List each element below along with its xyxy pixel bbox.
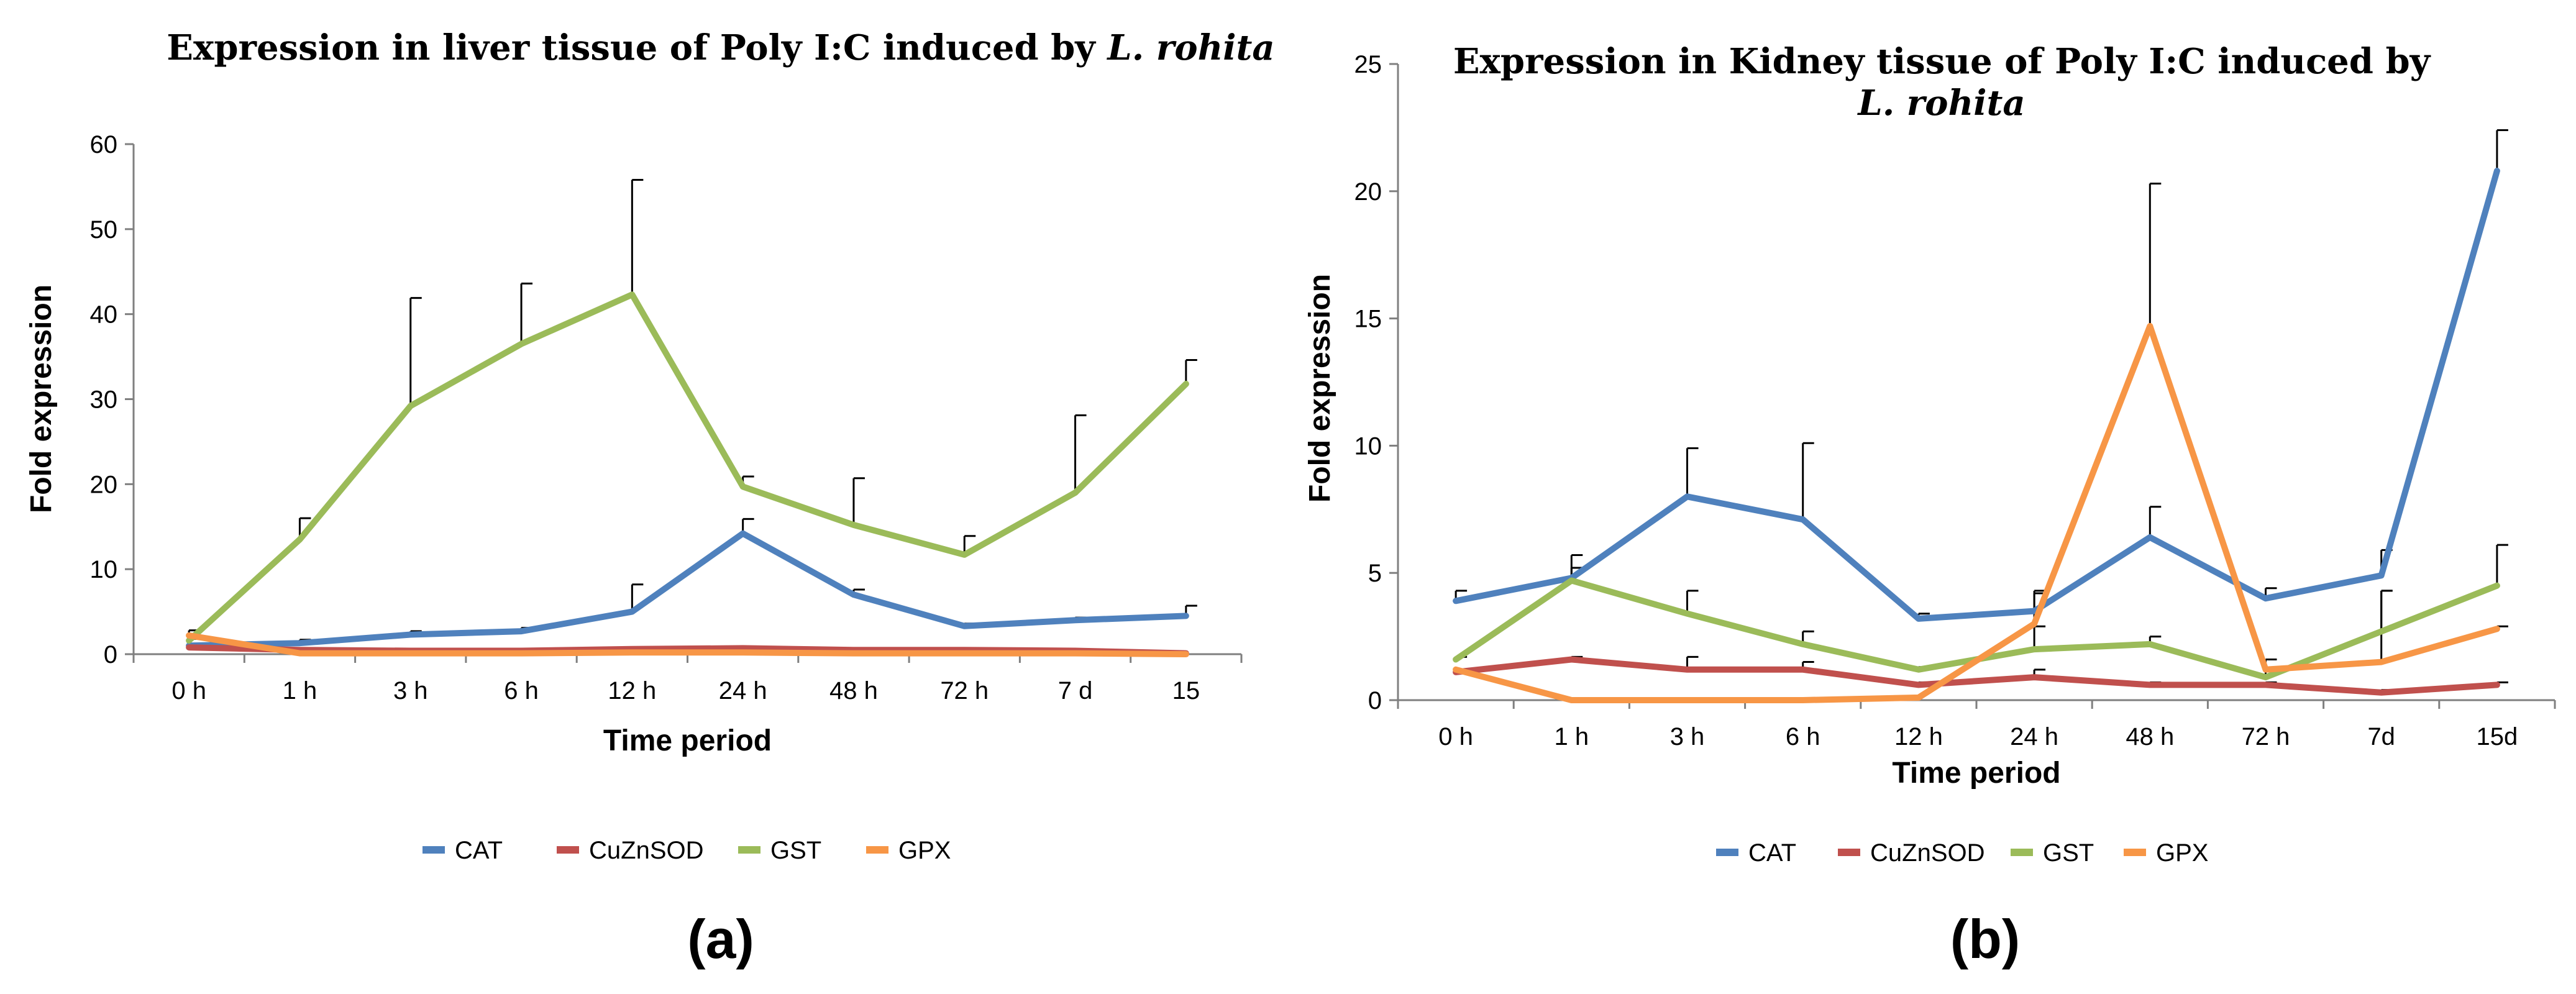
legend: CAT CuZnSOD GST GPX — [1716, 839, 2208, 867]
y-tick-label: 20 — [1354, 178, 1382, 206]
y-tick-label: 30 — [90, 386, 118, 414]
y-axis-title: Fold expression — [1304, 274, 1336, 503]
x-tick-label: 48 h — [829, 677, 878, 704]
legend-label-gpx: GPX — [2156, 839, 2208, 867]
series-line-gst — [186, 291, 1189, 644]
x-tick-label: 3 h — [393, 677, 428, 704]
x-tick-label: 15 — [1172, 677, 1200, 704]
y-tick-label: 25 — [1354, 51, 1382, 78]
x-tick-label: 7d — [2367, 723, 2395, 750]
x-tick-label: 72 h — [940, 677, 989, 704]
x-tick-label: 6 h — [504, 677, 539, 704]
x-tick-label: 0 h — [171, 677, 206, 704]
y-tick-label: 15 — [1354, 306, 1382, 333]
x-tick-label: 1 h — [1554, 723, 1589, 750]
legend-label-gst: GST — [770, 837, 821, 864]
chart-title-italic: L. rohita — [1106, 27, 1274, 68]
series-line-cuznsod — [1453, 656, 2500, 696]
x-tick-label: 0 h — [1438, 723, 1473, 750]
legend-label-gst: GST — [2043, 839, 2094, 867]
legend-label-cat: CAT — [1748, 839, 1796, 867]
x-tick-label: 72 h — [2242, 723, 2290, 750]
chart-title: Expression in liver tissue of Poly I:C i… — [167, 27, 1274, 68]
chart-liver: Expression in liver tissue of Poly I:C i… — [25, 27, 1275, 970]
chart-title: Expression in Kidney tissue of Poly I:C … — [1453, 41, 2431, 82]
panel-label: (b) — [1950, 908, 2020, 970]
y-axis-title: Fold expression — [25, 285, 58, 513]
x-tick-label: 3 h — [1670, 723, 1705, 750]
y-tick-label: 10 — [1354, 432, 1382, 460]
legend-label-gpx: GPX — [898, 837, 951, 864]
legend: CAT CuZnSOD GST GPX — [422, 837, 951, 864]
chart-title-italic: L. rohita — [1857, 83, 2025, 124]
series-line-cat — [186, 530, 1189, 649]
x-tick-label: 7 d — [1058, 677, 1093, 704]
x-tick-label: 15d — [2477, 723, 2518, 750]
x-tick-label: 24 h — [2010, 723, 2058, 750]
x-tick-label: 24 h — [719, 677, 767, 704]
y-tick-label: 0 — [104, 641, 117, 668]
legend-label-cuznsod: CuZnSOD — [1870, 839, 1985, 867]
y-tick-label: 20 — [90, 471, 118, 498]
x-tick-label: 1 h — [283, 677, 317, 704]
x-tick-label: 12 h — [608, 677, 656, 704]
y-tick-label: 0 — [1368, 687, 1382, 714]
panel-label: (a) — [687, 908, 754, 970]
y-tick-label: 10 — [90, 556, 118, 583]
y-tick-label: 5 — [1368, 560, 1382, 587]
series-line-gpx — [1453, 322, 2500, 703]
y-tick-label: 40 — [90, 301, 118, 329]
x-tick-label: 6 h — [1786, 723, 1820, 750]
y-tick-label: 50 — [90, 216, 118, 244]
x-tick-label: 48 h — [2126, 723, 2174, 750]
series-line-cat — [1453, 168, 2500, 622]
x-axis-title: Time period — [603, 724, 772, 757]
chart-kidney: Expression in Kidney tissue of Poly I:C … — [1304, 41, 2556, 970]
x-axis-title: Time period — [1892, 757, 2060, 790]
legend-label-cuznsod: CuZnSOD — [589, 837, 704, 864]
y-tick-label: 60 — [90, 131, 118, 158]
series-line-gpx — [186, 632, 1189, 657]
x-tick-label: 12 h — [1894, 723, 1943, 750]
legend-label-cat: CAT — [455, 837, 503, 864]
